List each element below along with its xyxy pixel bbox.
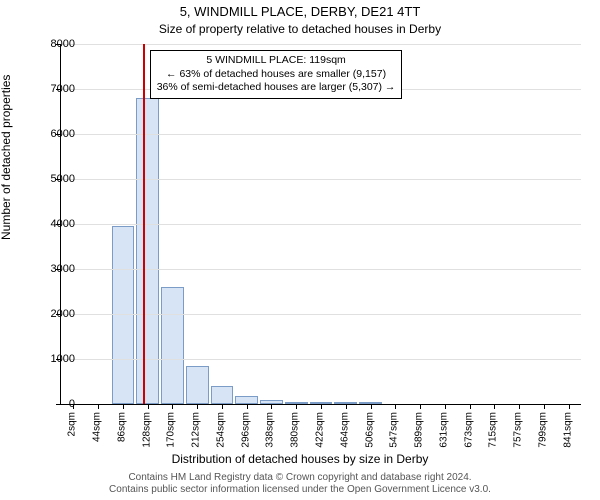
grid-line (61, 179, 581, 180)
annotation-line-2: ← 63% of detached houses are smaller (9,… (166, 68, 386, 80)
x-tick-mark (98, 404, 99, 409)
grid-line (61, 44, 581, 45)
annotation-line-3: 36% of semi-detached houses are larger (… (157, 81, 396, 93)
x-tick-mark (445, 404, 446, 409)
x-tick-mark (222, 404, 223, 409)
x-tick-mark (544, 404, 545, 409)
chart-title: 5, WINDMILL PLACE, DERBY, DE21 4TT (0, 4, 600, 19)
grid-line (61, 224, 581, 225)
x-tick-mark (321, 404, 322, 409)
x-tick-label: 2sqm (67, 412, 78, 436)
attribution-line-2: Contains public sector information licen… (109, 484, 491, 495)
marker-line (143, 44, 145, 404)
y-tick-label: 8000 (35, 38, 75, 50)
chart-container: { "chart": { "type": "histogram", "title… (0, 0, 600, 500)
x-tick-mark (371, 404, 372, 409)
y-tick-label: 1000 (35, 353, 75, 365)
y-tick-label: 7000 (35, 83, 75, 95)
x-tick-label: 338sqm (265, 412, 276, 448)
x-tick-label: 86sqm (116, 412, 127, 442)
x-tick-label: 170sqm (166, 412, 177, 448)
y-tick-label: 0 (35, 398, 75, 410)
x-tick-mark (148, 404, 149, 409)
x-tick-mark (569, 404, 570, 409)
annotation-line-1: 5 WINDMILL PLACE: 119sqm (206, 54, 345, 66)
x-tick-label: 589sqm (414, 412, 425, 448)
x-tick-mark (172, 404, 173, 409)
grid-line (61, 314, 581, 315)
x-tick-label: 464sqm (339, 412, 350, 448)
grid-line (61, 269, 581, 270)
x-tick-mark (494, 404, 495, 409)
x-tick-label: 422sqm (315, 412, 326, 448)
annotation-box: 5 WINDMILL PLACE: 119sqm ← 63% of detache… (150, 50, 403, 99)
x-tick-label: 715sqm (488, 412, 499, 448)
histogram-bar (161, 287, 184, 404)
x-tick-mark (197, 404, 198, 409)
y-tick-label: 2000 (35, 308, 75, 320)
x-tick-mark (420, 404, 421, 409)
x-tick-mark (395, 404, 396, 409)
attribution-text: Contains HM Land Registry data © Crown c… (0, 472, 600, 496)
y-tick-label: 6000 (35, 128, 75, 140)
x-tick-label: 380sqm (290, 412, 301, 448)
y-tick-label: 3000 (35, 263, 75, 275)
x-axis-label: Distribution of detached houses by size … (0, 452, 600, 466)
x-tick-label: 631sqm (438, 412, 449, 448)
x-tick-label: 506sqm (364, 412, 375, 448)
y-tick-label: 4000 (35, 218, 75, 230)
x-tick-label: 296sqm (240, 412, 251, 448)
x-tick-mark (519, 404, 520, 409)
x-tick-label: 673sqm (463, 412, 474, 448)
x-tick-mark (470, 404, 471, 409)
y-tick-label: 5000 (35, 173, 75, 185)
chart-subtitle: Size of property relative to detached ho… (0, 22, 600, 36)
histogram-bar (112, 226, 135, 404)
grid-line (61, 134, 581, 135)
x-tick-mark (247, 404, 248, 409)
histogram-bar (235, 396, 258, 404)
x-tick-label: 254sqm (215, 412, 226, 448)
histogram-bar (211, 386, 234, 404)
x-tick-mark (346, 404, 347, 409)
x-tick-mark (271, 404, 272, 409)
x-tick-mark (123, 404, 124, 409)
x-tick-label: 757sqm (513, 412, 524, 448)
x-tick-mark (296, 404, 297, 409)
histogram-bar (186, 366, 209, 404)
y-axis-label: Number of detached properties (0, 75, 13, 240)
x-tick-label: 44sqm (92, 412, 103, 442)
x-tick-label: 212sqm (191, 412, 202, 448)
x-tick-label: 547sqm (389, 412, 400, 448)
x-tick-label: 128sqm (141, 412, 152, 448)
attribution-line-1: Contains HM Land Registry data © Crown c… (128, 472, 471, 483)
x-tick-label: 841sqm (562, 412, 573, 448)
grid-line (61, 359, 581, 360)
x-tick-label: 799sqm (537, 412, 548, 448)
